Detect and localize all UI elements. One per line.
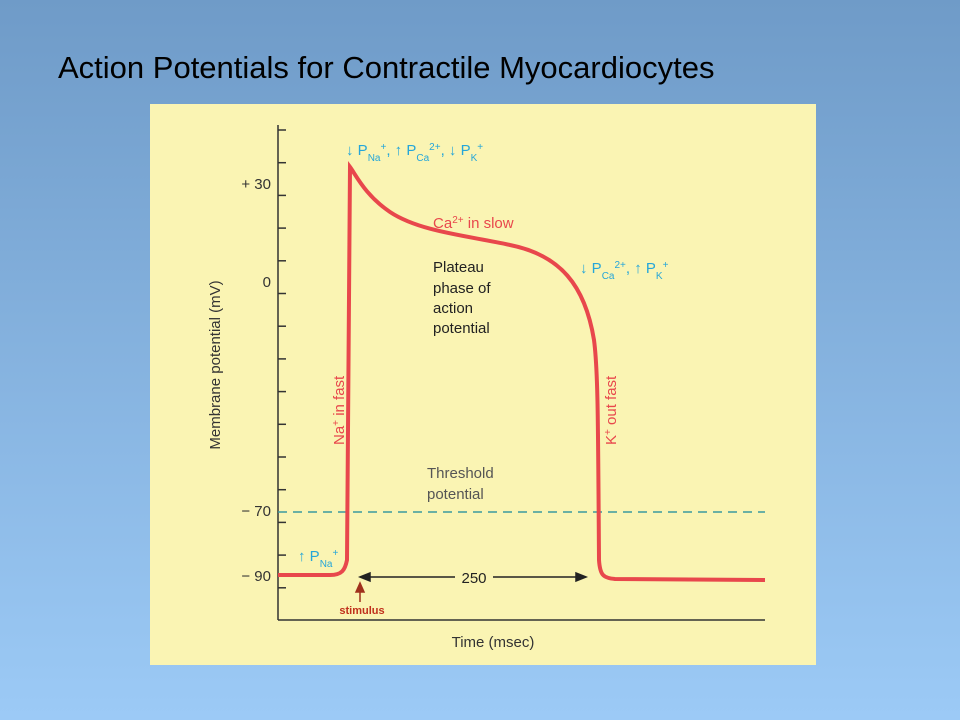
sub: K [656,271,663,282]
arrow: ↑ [395,142,403,159]
sup: + [332,548,338,559]
sub: Na [368,153,381,164]
p: P [310,548,320,565]
ion: Ca [433,215,453,232]
axes [277,125,765,621]
sub: Ca [602,271,615,282]
p: P [358,142,368,159]
duration-label: 250 [461,570,486,587]
y-tick-label: − 70 [241,503,271,520]
threshold-line-text: Threshold [427,465,494,482]
ion: Na [331,425,348,445]
y-tick-labels: + 30 0 − 70 − 90 [241,176,271,585]
y-tick-label: + 30 [241,176,271,193]
text: in slow [464,215,514,232]
text: out fast [603,375,620,429]
x-axis-label: Time (msec) [452,634,535,651]
ion: K [603,435,620,445]
arrow: ↓ [580,260,588,277]
arrow: ↓ [449,142,457,159]
p: P [592,260,602,277]
p: P [646,260,656,277]
sup: 2+ [429,142,441,153]
threshold-label: Threshold potential [427,465,494,503]
y-axis-label: Membrane potential (mV) [207,280,224,449]
calcium-label: Ca2+ in slow [433,215,514,233]
charge: 2+ [452,215,464,226]
threshold-line-text: potential [427,486,484,503]
arrow: ↑ [634,260,642,277]
y-tick-label: − 90 [241,568,271,585]
potassium-label: K+ out fast [603,375,621,445]
sup: + [477,142,483,153]
resting-permeability: ↑ PNa+ [298,548,338,570]
plateau-line: potential [433,320,490,337]
p: P [406,142,416,159]
sodium-label: Na+ in fast [331,375,349,445]
duration-arrow [357,571,589,583]
top-permeability: ↓ PNa+, ↑ PCa2+, ↓ PK+ [346,142,483,164]
charge: + [603,429,614,435]
arrow: ↓ [346,142,354,159]
text: in fast [331,375,348,420]
right-permeability: ↓ PCa2+, ↑ PK+ [580,260,669,282]
charge: + [331,420,342,426]
stimulus-label: stimulus [339,605,384,617]
action-potential-curve [278,161,766,582]
y-tick-label: 0 [263,274,271,291]
p: P [461,142,471,159]
arrow: ↑ [298,548,306,565]
sub: Ca [416,153,429,164]
sep: , [386,142,390,159]
sep: , [441,142,445,159]
sep: , [626,260,630,277]
stimulus-arrow [354,581,366,602]
sup: + [663,260,669,271]
sub: Na [320,559,333,570]
figure-background [150,104,816,665]
slide-title: Action Potentials for Contractile Myocar… [58,50,714,85]
sub: K [471,153,478,164]
sup: + [380,142,386,153]
plateau-line: action [433,300,473,317]
plateau-line: phase of [433,280,491,297]
plateau-label: Plateau phase of action potential [433,259,491,337]
sup: 2+ [614,260,626,271]
plateau-line: Plateau [433,259,484,276]
